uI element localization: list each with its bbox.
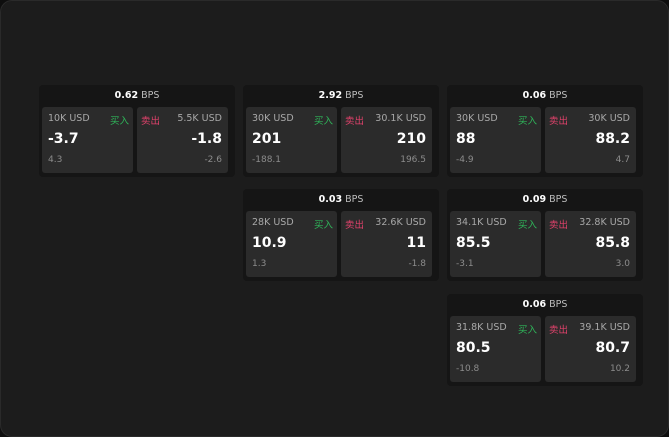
sell-label: 卖出 xyxy=(549,116,569,127)
sell-label: 卖出 xyxy=(549,220,569,231)
spread-header: 0.03 BPS xyxy=(243,189,439,210)
buy-label: 买入 xyxy=(517,220,537,231)
spread-value: 0.06 xyxy=(522,90,547,101)
spread-value: 0.06 xyxy=(522,299,547,310)
sell-change: 4.7 xyxy=(615,155,630,165)
buy-label: 买入 xyxy=(517,116,537,127)
buy-change: 4.3 xyxy=(48,155,63,165)
buy-label: 买入 xyxy=(313,116,333,127)
buy-change: -188.1 xyxy=(252,155,282,165)
buy-label: 买入 xyxy=(517,325,537,336)
sell-tile[interactable]: 32.6K USD 卖出 11 -1.8 xyxy=(341,211,432,277)
buy-price: 10.9 xyxy=(252,235,287,251)
spread-unit: BPS xyxy=(549,194,568,205)
buy-label: 买入 xyxy=(109,116,129,127)
buy-price: 85.5 xyxy=(456,235,491,251)
buy-size: 30K USD xyxy=(456,113,498,124)
sell-change: -2.6 xyxy=(204,155,222,165)
price-widget: 2.92 BPS 30K USD 买入 201 -188.1 30.1K USD… xyxy=(243,85,439,177)
spread-header: 0.06 BPS xyxy=(447,85,643,106)
sell-price: 80.7 xyxy=(595,340,630,356)
buy-tile[interactable]: 28K USD 买入 10.9 1.3 xyxy=(246,211,337,277)
sell-price: 88.2 xyxy=(595,131,630,147)
buy-change: -4.9 xyxy=(456,155,474,165)
spread-header: 0.06 BPS xyxy=(447,294,643,315)
spread-unit: BPS xyxy=(345,90,364,101)
sell-price: -1.8 xyxy=(191,131,222,147)
sell-tile[interactable]: 5.5K USD 卖出 -1.8 -2.6 xyxy=(137,107,228,173)
buy-size: 10K USD xyxy=(48,113,90,124)
spread-value: 0.03 xyxy=(318,194,343,205)
sell-change: 3.0 xyxy=(615,259,630,269)
price-widget: 0.09 BPS 34.1K USD 买入 85.5 -3.1 32.8K US… xyxy=(447,189,643,281)
sell-tile[interactable]: 30K USD 卖出 88.2 4.7 xyxy=(545,107,636,173)
buy-size: 28K USD xyxy=(252,217,294,228)
spread-header: 0.09 BPS xyxy=(447,189,643,210)
spread-value: 0.09 xyxy=(522,194,547,205)
sell-size: 39.1K USD xyxy=(579,322,630,333)
sell-label: 卖出 xyxy=(345,220,365,231)
sell-size: 5.5K USD xyxy=(177,113,222,124)
price-widget: 0.06 BPS 31.8K USD 买入 80.5 -10.8 39.1K U… xyxy=(447,294,643,386)
spread-header: 0.62 BPS xyxy=(39,85,235,106)
buy-change: -3.1 xyxy=(456,259,474,269)
price-widget: 0.06 BPS 30K USD 买入 88 -4.9 30K USD 卖出 8… xyxy=(447,85,643,177)
buy-change: -10.8 xyxy=(456,364,480,374)
sell-change: 10.2 xyxy=(609,364,630,374)
spread-unit: BPS xyxy=(549,90,568,101)
sell-tile[interactable]: 32.8K USD 卖出 85.8 3.0 xyxy=(545,211,636,277)
sell-price: 210 xyxy=(396,131,426,147)
buy-price: 201 xyxy=(252,131,282,147)
buy-tile[interactable]: 31.8K USD 买入 80.5 -10.8 xyxy=(450,316,541,382)
buy-tile[interactable]: 34.1K USD 买入 85.5 -3.1 xyxy=(450,211,541,277)
sell-tile[interactable]: 30.1K USD 卖出 210 196.5 xyxy=(341,107,432,173)
buy-size: 31.8K USD xyxy=(456,322,507,333)
sell-label: 卖出 xyxy=(345,116,365,127)
sell-label: 卖出 xyxy=(141,116,161,127)
price-widget: 0.03 BPS 28K USD 买入 10.9 1.3 32.6K USD 卖… xyxy=(243,189,439,281)
buy-size: 30K USD xyxy=(252,113,294,124)
sell-change: -1.8 xyxy=(408,259,426,269)
spread-value: 2.92 xyxy=(318,90,343,101)
buy-change: 1.3 xyxy=(252,259,267,269)
buy-price: -3.7 xyxy=(48,131,79,147)
buy-tile[interactable]: 10K USD 买入 -3.7 4.3 xyxy=(42,107,133,173)
sell-label: 卖出 xyxy=(549,325,569,336)
buy-tile[interactable]: 30K USD 买入 201 -188.1 xyxy=(246,107,337,173)
buy-tile[interactable]: 30K USD 买入 88 -4.9 xyxy=(450,107,541,173)
sell-change: 196.5 xyxy=(400,155,426,165)
buy-size: 34.1K USD xyxy=(456,217,507,228)
sell-tile[interactable]: 39.1K USD 卖出 80.7 10.2 xyxy=(545,316,636,382)
buy-label: 买入 xyxy=(313,220,333,231)
sell-price: 85.8 xyxy=(595,235,630,251)
spread-header: 2.92 BPS xyxy=(243,85,439,106)
spread-unit: BPS xyxy=(141,90,160,101)
sell-size: 32.8K USD xyxy=(579,217,630,228)
sell-price: 11 xyxy=(406,235,426,251)
spread-unit: BPS xyxy=(345,194,364,205)
buy-price: 80.5 xyxy=(456,340,491,356)
price-widget: 0.62 BPS 10K USD 买入 -3.7 4.3 5.5K USD 卖出… xyxy=(39,85,235,177)
spread-unit: BPS xyxy=(549,299,568,310)
spread-value: 0.62 xyxy=(114,90,139,101)
sell-size: 32.6K USD xyxy=(375,217,426,228)
sell-size: 30K USD xyxy=(588,113,630,124)
buy-price: 88 xyxy=(456,131,476,147)
sell-size: 30.1K USD xyxy=(375,113,426,124)
